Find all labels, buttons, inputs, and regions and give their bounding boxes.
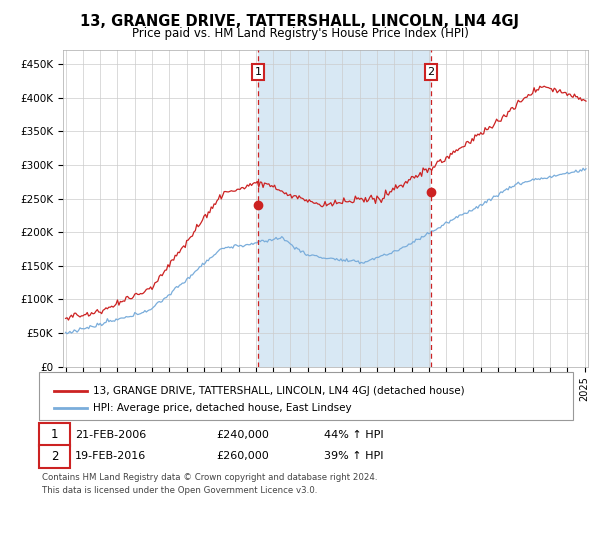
Text: HPI: Average price, detached house, East Lindsey: HPI: Average price, detached house, East… <box>93 403 352 413</box>
Text: 13, GRANGE DRIVE, TATTERSHALL, LINCOLN, LN4 4GJ (detached house): 13, GRANGE DRIVE, TATTERSHALL, LINCOLN, … <box>93 386 464 396</box>
Text: 21-FEB-2006: 21-FEB-2006 <box>75 430 146 440</box>
Text: Price paid vs. HM Land Registry's House Price Index (HPI): Price paid vs. HM Land Registry's House … <box>131 27 469 40</box>
Text: £260,000: £260,000 <box>216 451 269 461</box>
Text: 2: 2 <box>428 67 434 77</box>
Text: 39% ↑ HPI: 39% ↑ HPI <box>324 451 383 461</box>
Text: 44% ↑ HPI: 44% ↑ HPI <box>324 430 383 440</box>
Text: 13, GRANGE DRIVE, TATTERSHALL, LINCOLN, LN4 4GJ: 13, GRANGE DRIVE, TATTERSHALL, LINCOLN, … <box>80 14 520 29</box>
Text: 19-FEB-2016: 19-FEB-2016 <box>75 451 146 461</box>
Text: Contains HM Land Registry data © Crown copyright and database right 2024.: Contains HM Land Registry data © Crown c… <box>42 473 377 482</box>
Text: £240,000: £240,000 <box>216 430 269 440</box>
Text: 1: 1 <box>254 67 262 77</box>
Text: This data is licensed under the Open Government Licence v3.0.: This data is licensed under the Open Gov… <box>42 486 317 495</box>
Text: 2: 2 <box>51 450 58 463</box>
Text: 1: 1 <box>51 428 58 441</box>
Bar <box>258 50 431 367</box>
